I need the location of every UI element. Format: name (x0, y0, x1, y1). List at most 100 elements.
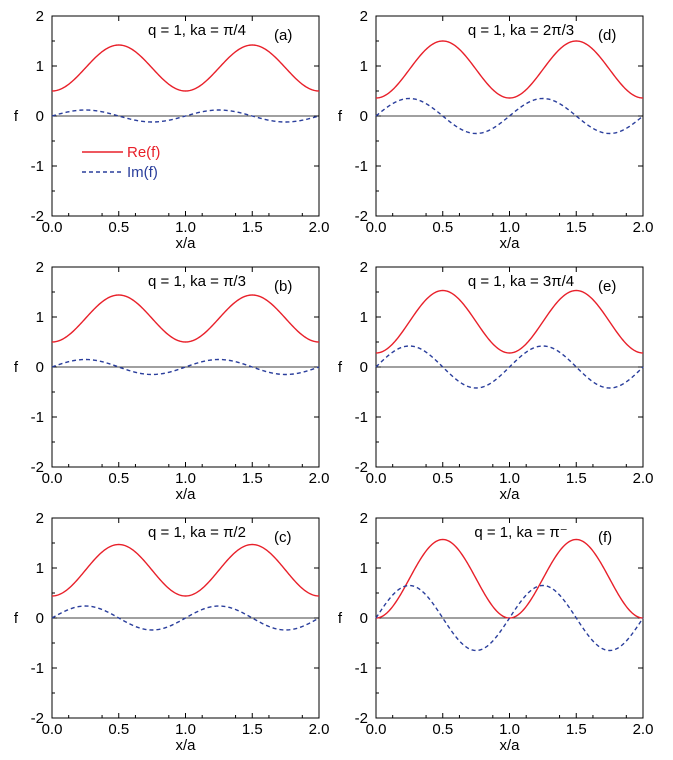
panel-e-series-re-line (375, 289, 644, 354)
panel-e: 0.0 0.5 1.0 1.5 2.0 -2 -1 0 1 2 x/a f q = 1, ka = 3π… (338, 259, 654, 503)
panel-e-ytick-label: -1 (355, 409, 368, 426)
panel-a-xtick-label: 0.5 (108, 219, 129, 236)
panel-a-ytick-label: -2 (31, 208, 44, 225)
panel-f-title: q = 1, ka = π⁻ (474, 524, 567, 541)
panel-c-tag: (c) (274, 529, 292, 546)
legend-label: Re(f) (127, 144, 160, 161)
panel-c-xtick-label: 2.0 (309, 721, 330, 738)
panel-c: 0.0 0.5 1.0 1.5 2.0 -2 -1 0 1 2 x/a f q = 1, ka = π/… (14, 510, 330, 754)
panel-a-xtick-label: 1.5 (242, 219, 263, 236)
panel-c-ytick-label: 2 (36, 510, 44, 527)
panel-b-ylabel: f (14, 359, 19, 376)
panel-c-xtick-label: 1.5 (242, 721, 263, 738)
panel-b-series-im-line (51, 358, 320, 376)
panel-a-tag: (a) (274, 27, 292, 44)
panel-b: 0.0 0.5 1.0 1.5 2.0 -2 -1 0 1 2 x/a f q = 1, ka = π/… (14, 259, 330, 503)
panel-b-ytick-label: 1 (36, 309, 44, 326)
panel-d-xtick-label: 0.0 (366, 219, 387, 236)
panel-d-ylabel: f (338, 108, 343, 125)
panel-f-xtick-label: 0.0 (366, 721, 387, 738)
panel-a-ytick-label: 2 (36, 8, 44, 25)
panel-a-xtick-label: 0.0 (42, 219, 63, 236)
panel-d-title: q = 1, ka = 2π/3 (468, 22, 574, 39)
panel-a-xtick-label: 2.0 (309, 219, 330, 236)
panel-b-ytick-label: -2 (31, 459, 44, 476)
panel-b-xtick-label: 0.5 (108, 470, 129, 487)
panel-d-xtick-label: 0.5 (432, 219, 453, 236)
panel-f-series-im-line (375, 584, 644, 652)
panel-e-ylabel: f (338, 359, 343, 376)
panel-f-xtick-label: 0.5 (432, 721, 453, 738)
panel-d-ytick-label: -2 (355, 208, 368, 225)
panel-c-ylabel: f (14, 610, 19, 627)
panel-d-ytick-label: 2 (360, 8, 368, 25)
panel-d-ytick-label: -1 (355, 158, 368, 175)
panel-e-xtick-label: 2.0 (633, 470, 654, 487)
panel-e-series-im-line (375, 345, 644, 389)
panel-e-xtick-label: 1.5 (566, 470, 587, 487)
panel-b-ytick-label: 0 (36, 359, 44, 376)
panel-f-ytick-label: 2 (360, 510, 368, 527)
panel-e-tag: (e) (598, 278, 616, 295)
panel-f-ytick-label: -1 (355, 660, 368, 677)
panel-f-xtick-label: 1.0 (499, 721, 520, 738)
panel-f-ytick-label: -2 (355, 710, 368, 727)
panel-f-xlabel: x/a (499, 737, 520, 754)
panel-a-series-im-line (51, 109, 320, 123)
panel-f-xtick-label: 1.5 (566, 721, 587, 738)
legend-label: Im(f) (127, 164, 158, 181)
panel-a-series-re-line (51, 44, 320, 92)
panel-c-xtick-label: 0.5 (108, 721, 129, 738)
panel-b-xtick-label: 0.0 (42, 470, 63, 487)
legend: Re(f) Im(f) (82, 144, 160, 181)
panel-e-ytick-label: 1 (360, 309, 368, 326)
panel-a-ytick-label: -1 (31, 158, 44, 175)
panel-b-series-re-line (51, 294, 320, 343)
panel-b-ytick-label: -1 (31, 409, 44, 426)
panel-a: 0.0 0.5 1.0 1.5 2.0 -2 -1 0 1 2 x/a f q = 1, ka = π/… (14, 8, 330, 252)
panel-b-xtick-label: 2.0 (309, 470, 330, 487)
panel-d-ytick-label: 0 (360, 108, 368, 125)
panel-f-ytick-label: 1 (360, 560, 368, 577)
panel-e-xtick-label: 0.0 (366, 470, 387, 487)
panel-b-title: q = 1, ka = π/3 (148, 273, 246, 290)
panel-e-ytick-label: 0 (360, 359, 368, 376)
panel-f-tag: (f) (598, 529, 612, 546)
panel-d-xlabel: x/a (499, 235, 520, 252)
panel-c-xtick-label: 1.0 (175, 721, 196, 738)
panel-e-title: q = 1, ka = 3π/4 (468, 273, 574, 290)
panel-c-ytick-label: 0 (36, 610, 44, 627)
panel-c-ytick-label: -1 (31, 660, 44, 677)
panel-c-ytick-label: 1 (36, 560, 44, 577)
panel-a-ytick-label: 1 (36, 58, 44, 75)
panel-e-ytick-label: 2 (360, 259, 368, 276)
panel-a-ylabel: f (14, 108, 19, 125)
panel-b-xlabel: x/a (175, 486, 196, 503)
panel-d-series-im-line (375, 97, 644, 135)
panel-d-series-re-line (375, 40, 644, 99)
panel-a-xtick-label: 1.0 (175, 219, 196, 236)
panel-f-ytick-label: 0 (360, 610, 368, 627)
panel-d: 0.0 0.5 1.0 1.5 2.0 -2 -1 0 1 2 x/a f q = 1, ka = 2π… (338, 8, 654, 252)
panel-d-tag: (d) (598, 27, 616, 44)
panel-c-title: q = 1, ka = π/2 (148, 524, 246, 541)
panel-b-xtick-label: 1.0 (175, 470, 196, 487)
panel-e-xlabel: x/a (499, 486, 520, 503)
panel-b-tag: (b) (274, 278, 292, 295)
panel-e-ytick-label: -2 (355, 459, 368, 476)
panel-a-xlabel: x/a (175, 235, 196, 252)
panel-f-xtick-label: 2.0 (633, 721, 654, 738)
panel-c-series-re-line (51, 543, 320, 597)
panel-e-xtick-label: 0.5 (432, 470, 453, 487)
panel-b-xtick-label: 1.5 (242, 470, 263, 487)
panel-b-ytick-label: 2 (36, 259, 44, 276)
panel-a-title: q = 1, ka = π/4 (148, 22, 246, 39)
panel-d-xtick-label: 1.5 (566, 219, 587, 236)
panel-d-xtick-label: 2.0 (633, 219, 654, 236)
panel-f: 0.0 0.5 1.0 1.5 2.0 -2 -1 0 1 2 x/a f q = 1, ka = π⁻… (338, 510, 654, 754)
panel-a-ytick-label: 0 (36, 108, 44, 125)
panel-d-xtick-label: 1.0 (499, 219, 520, 236)
panel-f-series-re-line (375, 538, 644, 619)
panel-c-xlabel: x/a (175, 737, 196, 754)
